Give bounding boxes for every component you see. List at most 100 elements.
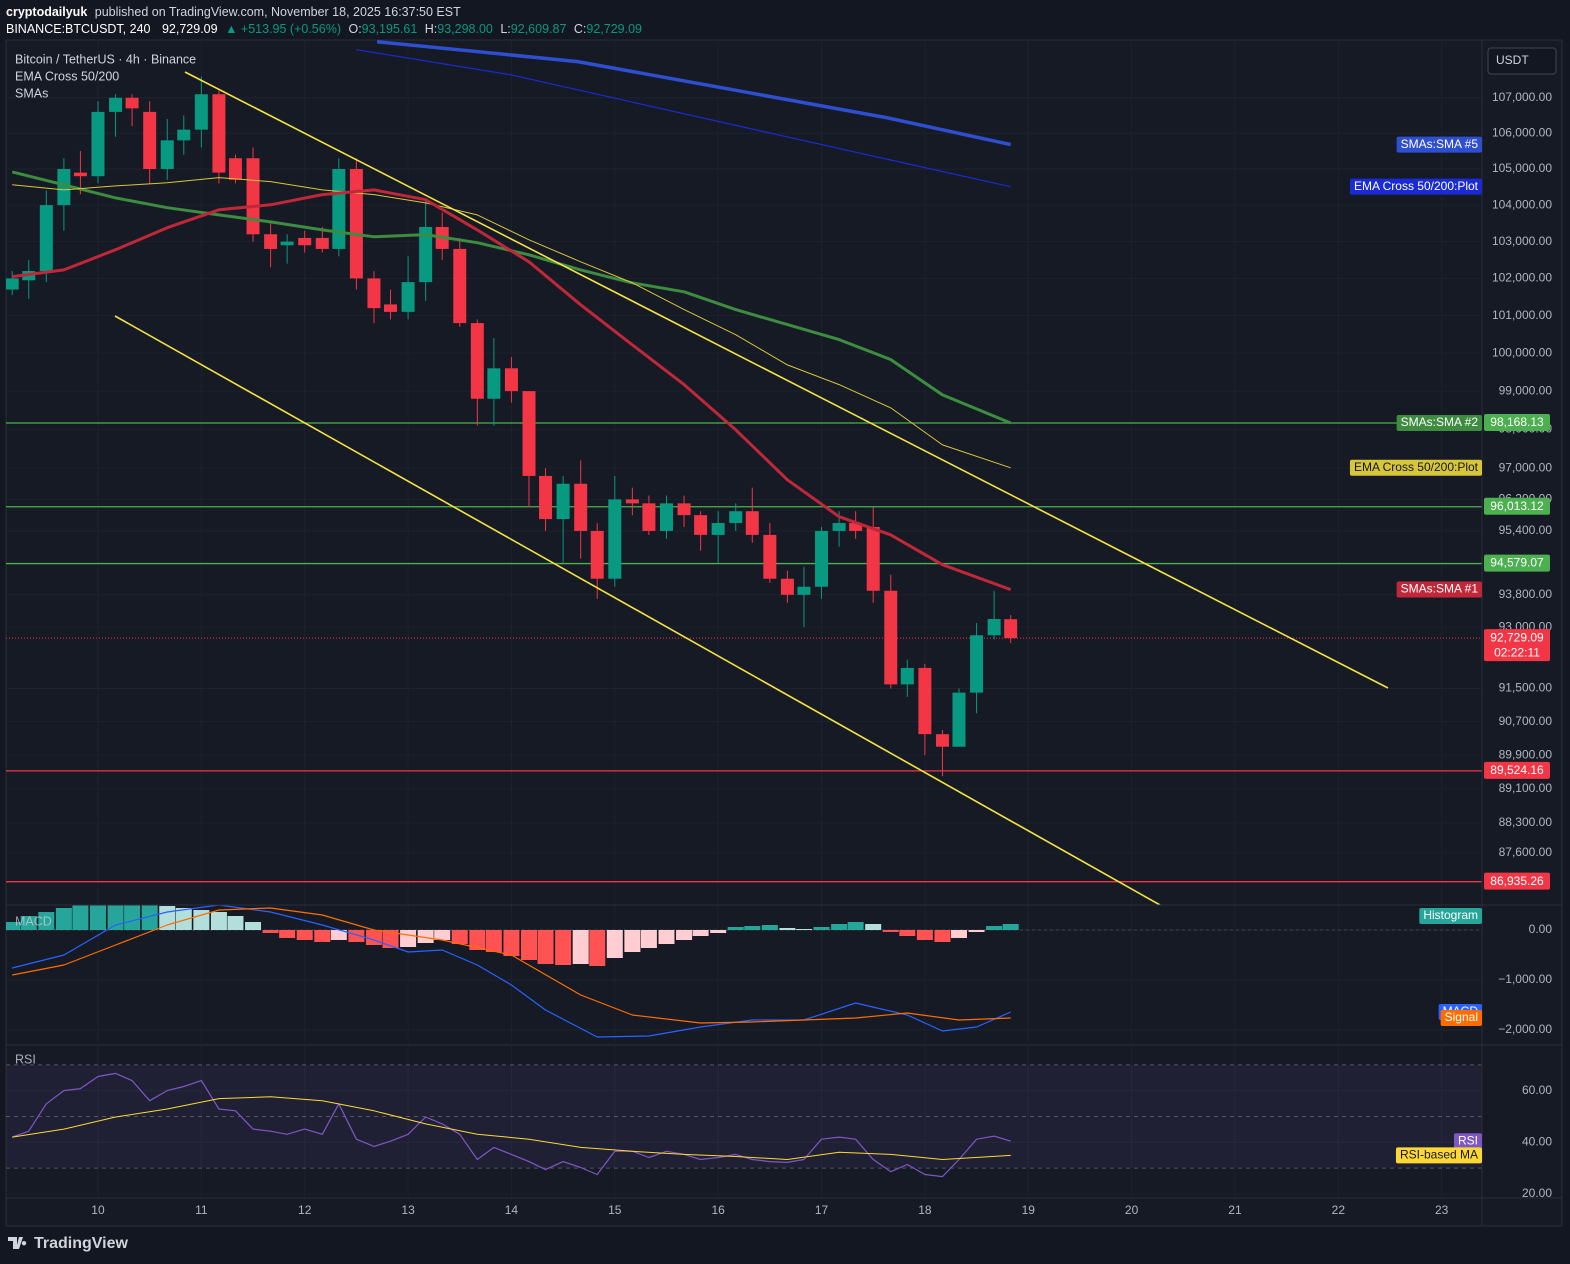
candle-body (918, 667, 932, 735)
level-tag-bg (1484, 872, 1550, 890)
level-tag: 94,579.07 (1490, 556, 1544, 570)
candle-body (797, 586, 811, 595)
publish-line: cryptodailyuk published on TradingView.c… (6, 5, 461, 19)
candle-body (952, 692, 966, 747)
y-tick-label: 103,000.00 (1492, 234, 1552, 248)
candle-body (125, 97, 139, 109)
histogram-bar (676, 930, 693, 940)
candle-body (504, 368, 518, 392)
candle-body (815, 530, 829, 587)
published: published on TradingView.com, November 1… (95, 5, 461, 19)
histogram-bar (451, 930, 468, 944)
series-tag-bg (1396, 136, 1482, 153)
histogram-bar (658, 930, 675, 944)
level-tag: 96,013.12 (1490, 499, 1544, 513)
histogram-bar (365, 930, 382, 945)
x-tick-label: 18 (918, 1203, 932, 1217)
candle-body (160, 140, 174, 169)
histogram-bar (813, 927, 830, 930)
series-tag: EMA Cross 50/200:Plot (1354, 179, 1479, 193)
histogram-bar (175, 908, 192, 930)
last-price-tag: 92,729.09 (1490, 630, 1544, 644)
y-tick-label: −1,000.00 (1498, 972, 1552, 986)
series-tag-bg (1396, 414, 1482, 431)
macd-pane (6, 905, 1019, 1038)
footer: TradingView (8, 1235, 129, 1252)
histogram-bar (606, 930, 623, 958)
histogram-bar (417, 930, 434, 943)
histogram-bar (227, 916, 244, 930)
ohlc-label: O: (348, 22, 361, 36)
level-tag-bg (1484, 413, 1550, 431)
histogram-bar (382, 930, 399, 948)
x-tick-label: 21 (1228, 1203, 1242, 1217)
level-tag: 89,524.16 (1490, 763, 1544, 777)
candle-body (401, 282, 415, 312)
ohlc-label: H: (425, 22, 438, 36)
candle-body (419, 226, 433, 283)
x-tick-label: 10 (91, 1203, 105, 1217)
histogram-bar (624, 930, 641, 952)
candle-body (866, 526, 880, 591)
indicator-name: EMA Cross 50/200 (15, 69, 119, 83)
candle-body (745, 511, 759, 535)
histogram-bar (986, 926, 1003, 930)
change: ▲ +513.95 (+0.56%) (225, 22, 341, 36)
candle-body (780, 578, 794, 595)
trend-line (184, 71, 1389, 689)
candle-body (590, 530, 604, 579)
histogram-bar (210, 912, 227, 930)
candle-body (57, 168, 71, 206)
y-tick-label: 91,500.00 (1499, 681, 1553, 695)
candle-body (332, 168, 346, 249)
price: 92,729.09 (162, 22, 218, 36)
histogram-bar (296, 930, 313, 940)
histogram-bar (555, 930, 572, 965)
series-tag-bg (1440, 1010, 1482, 1026)
currency[interactable]: USDT (1496, 53, 1529, 67)
histogram-bar (38, 912, 55, 930)
author: cryptodailyuk (6, 5, 87, 19)
x-tick-label: 23 (1435, 1203, 1449, 1217)
series-tag: SMAs:SMA #5 (1401, 137, 1479, 151)
series-tag-bg (1419, 908, 1482, 924)
candle-body (470, 323, 484, 399)
currency-box[interactable] (1487, 47, 1557, 75)
series-tag: RSI (1458, 1133, 1478, 1147)
histogram-bar (124, 905, 141, 930)
candle-body (935, 734, 949, 747)
histogram-bar (245, 922, 262, 930)
histogram-bar (503, 930, 520, 956)
histogram-bar (72, 905, 89, 930)
series-tag-bg (1349, 178, 1482, 195)
y-tick-label: 20.00 (1522, 1186, 1552, 1200)
level-tag-bg (1484, 761, 1550, 779)
brand: TradingView (34, 1235, 129, 1252)
y-tick-label: 102,000.00 (1492, 271, 1552, 285)
last-price-tag-bg (1484, 629, 1550, 662)
level-tag: 86,935.26 (1490, 874, 1544, 888)
histogram-bar (279, 930, 296, 938)
histogram-bar (744, 926, 761, 930)
series-tag: EMA Cross 50/200:Plot (1354, 460, 1479, 474)
candle-body (677, 503, 691, 516)
histogram-bar (847, 922, 864, 930)
candle-body (900, 667, 914, 685)
series-line (356, 49, 1011, 188)
candle-body (143, 111, 157, 169)
histogram-bar (485, 930, 502, 952)
candle-body (694, 515, 708, 535)
histogram-bar (916, 930, 933, 940)
levels (6, 422, 1482, 883)
ohlc-value: 93,298.00 (437, 22, 493, 36)
candle-body (212, 94, 226, 173)
series-tag: SMAs:SMA #2 (1401, 415, 1479, 429)
x-tick-label: 17 (815, 1203, 829, 1217)
series-line (12, 905, 1011, 1038)
candle-body (539, 475, 553, 520)
histogram-bar (865, 924, 882, 930)
y-tick-label: 100,000.00 (1492, 345, 1552, 359)
series-line (12, 188, 1012, 592)
